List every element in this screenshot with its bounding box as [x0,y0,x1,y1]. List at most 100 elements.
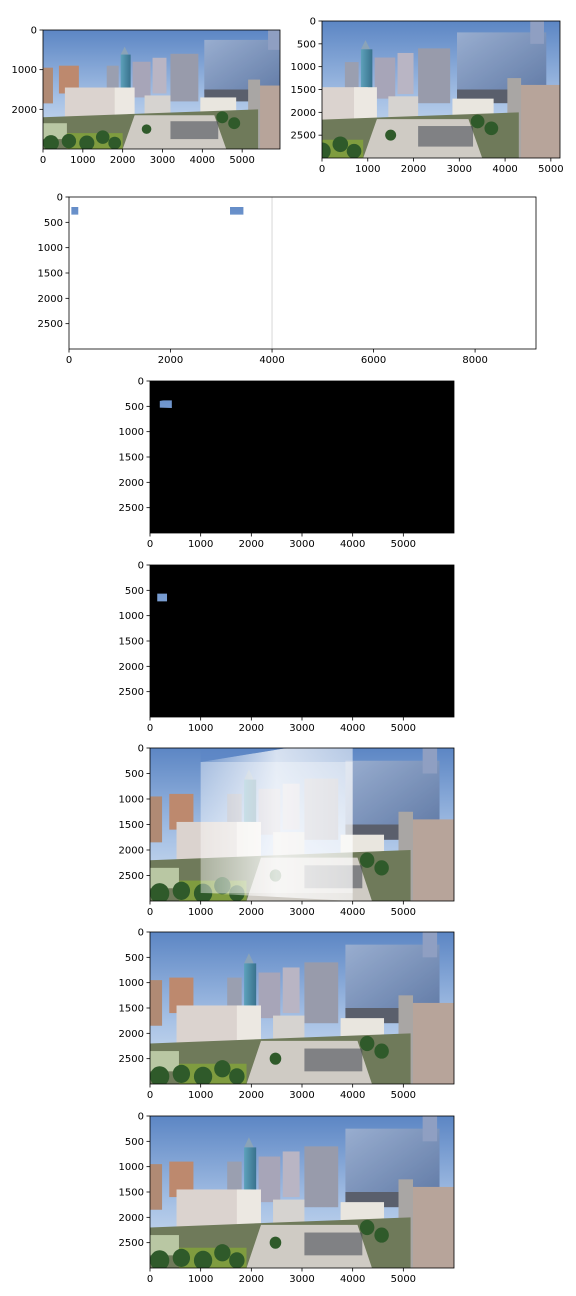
x-tick-label: 4000 [259,355,284,366]
x-tick: 1000 [355,158,380,175]
x-tick-label: 2000 [110,155,135,166]
y-tick-label: 2500 [119,503,144,514]
x-tick: 2000 [158,349,183,366]
image-overexposed-overlap [150,748,454,901]
y-tick-label: 2000 [38,294,63,305]
y-tick: 0 [138,1112,150,1123]
y-tick-label: 2500 [119,1054,144,1065]
x-tick: 1000 [188,1268,213,1285]
x-tick-label: 0 [147,1274,153,1285]
y-tick-label: 0 [138,744,144,755]
y-tick-label: 1500 [38,269,63,280]
x-tick-label: 1000 [188,723,213,734]
x-tick: 1000 [70,149,96,166]
y-tick-label: 0 [31,26,37,37]
x-tick-label: 4000 [340,723,365,734]
x-tick-label: 5000 [391,539,416,550]
x-tick: 1000 [188,533,213,550]
x-tick-label: 4000 [340,539,365,550]
x-tick: 0 [147,901,153,918]
y-tick-label: 1500 [119,1188,144,1199]
x-tick: 5000 [538,158,564,175]
x-tick: 0 [147,1268,153,1285]
y-tick: 1500 [119,453,150,464]
subplot-warped-right: 0 1000 2000 3000 4000 5000 0 500 1000 1500 2000 250… [119,377,455,550]
y-tick-label: 2000 [291,108,316,119]
x-tick-label: 3000 [150,155,175,166]
y-tick-label: 500 [125,953,144,964]
x-tick-label: 3000 [289,1090,314,1101]
y-tick-label: 2000 [119,1029,144,1040]
x-tick-label: 6000 [361,355,386,366]
y-tick-label: 500 [297,39,316,50]
y-tick: 0 [138,377,150,388]
x-tick-label: 2000 [158,355,183,366]
y-tick: 2000 [119,478,150,489]
x-tick-label: 0 [319,164,325,175]
y-tick-label: 1500 [291,85,316,96]
y-tick-label: 1000 [119,978,144,989]
y-tick: 2500 [291,131,322,142]
y-tick: 0 [31,26,43,37]
x-tick-label: 1000 [70,155,95,166]
y-tick: 0 [138,744,150,755]
x-tick: 8000 [462,349,488,366]
x-tick-label: 2000 [401,164,426,175]
x-tick-label: 4000 [340,1274,365,1285]
x-tick: 4000 [259,349,285,366]
x-tick-label: 0 [40,155,46,166]
x-tick-label: 2000 [239,907,264,918]
x-tick-label: 3000 [289,539,314,550]
x-tick-label: 2000 [239,723,264,734]
axes-frame [42,29,281,150]
x-tick: 5000 [391,901,416,918]
image-left-photo [43,30,280,149]
image-blended-panorama [150,932,454,1084]
y-tick-label: 500 [125,769,144,780]
subplot-final-panorama: 0 1000 2000 3000 4000 5000 0 500 1000 1500 2000 250… [119,1112,455,1285]
x-tick: 4000 [340,1084,365,1101]
y-tick-label: 2500 [119,687,144,698]
y-tick: 1500 [119,1188,150,1199]
x-tick-label: 1000 [355,164,380,175]
x-tick: 0 [66,349,72,366]
x-tick: 0 [40,149,46,166]
y-tick: 500 [297,39,322,50]
x-tick: 4000 [190,149,215,166]
y-tick: 1500 [38,269,69,280]
y-tick: 1500 [119,1004,150,1015]
y-tick: 500 [125,402,150,413]
y-tick-label: 1500 [119,1004,144,1015]
image-final-panorama [150,1116,454,1268]
y-tick: 2000 [119,846,150,857]
x-tick-label: 5000 [391,1090,416,1101]
x-tick-label: 4000 [340,1090,365,1101]
x-tick-label: 2000 [239,1090,264,1101]
x-tick: 2000 [239,1268,264,1285]
subplot-blended-panorama: 0 1000 2000 3000 4000 5000 0 500 1000 1500 2000 250… [119,928,455,1101]
x-tick: 4000 [340,1268,365,1285]
x-tick-label: 3000 [289,907,314,918]
x-tick-label: 2000 [239,539,264,550]
y-tick-label: 0 [57,193,63,204]
y-tick-label: 2000 [119,846,144,857]
y-tick-label: 0 [138,928,144,939]
y-tick-label: 2500 [119,871,144,882]
y-tick-label: 2500 [291,131,316,142]
x-tick-label: 0 [147,723,153,734]
x-tick: 0 [147,1084,153,1101]
x-tick-label: 1000 [188,907,213,918]
x-tick: 4000 [340,717,365,734]
y-tick: 2500 [119,687,150,698]
y-tick-label: 1500 [119,453,144,464]
x-tick: 4000 [340,533,365,550]
y-tick: 500 [125,769,150,780]
y-tick: 1000 [119,611,150,622]
y-tick-label: 1000 [119,795,144,806]
x-tick: 5000 [391,1268,416,1285]
y-tick-label: 1500 [119,820,144,831]
x-tick: 2000 [239,901,264,918]
y-tick-label: 1000 [12,65,37,76]
image-left-on-canvas [150,565,454,717]
